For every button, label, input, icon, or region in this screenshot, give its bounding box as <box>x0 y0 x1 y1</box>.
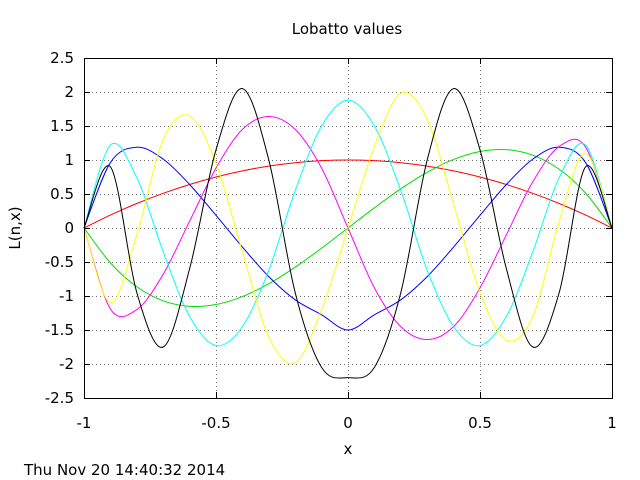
tick-labels: -1 -0.5 0 0.5 1 -2.5 -2 -1.5 -1 -0.5 0 0.5 1 1.5 2 2.5 <box>45 49 617 432</box>
y-tick-label: 2.5 <box>50 49 74 67</box>
series-line-3 <box>83 146 613 331</box>
series-line-5 <box>83 99 613 347</box>
series-line-6 <box>83 91 613 365</box>
y-tick-label: -1.5 <box>45 321 74 339</box>
y-tick-label: 1.5 <box>50 117 74 135</box>
x-axis-label: x <box>344 440 353 458</box>
y-tick-label: 0.5 <box>50 185 74 203</box>
y-tick-label: -1 <box>59 287 74 305</box>
y-tick-label: 1 <box>64 151 74 169</box>
x-tick-label: 0 <box>343 414 353 432</box>
y-tick-label: -0.5 <box>45 253 74 271</box>
plot-frame <box>84 58 613 399</box>
y-axis-label: L(n,x) <box>6 206 24 249</box>
y-tick-label: -2 <box>59 355 74 373</box>
series-line-1 <box>83 159 613 229</box>
x-tick-label: -0.5 <box>201 414 230 432</box>
timestamp-label: Thu Nov 20 14:40:32 2014 <box>23 461 225 479</box>
series-group <box>83 88 613 379</box>
y-tick-label: 0 <box>64 219 74 237</box>
y-tick-label: -2.5 <box>45 389 74 407</box>
x-tick-label: -1 <box>77 414 92 432</box>
x-tick-label: 0.5 <box>468 414 492 432</box>
chart-title: Lobatto values <box>292 20 403 38</box>
series-line-7 <box>83 88 613 379</box>
x-tick-label: 1 <box>607 414 617 432</box>
y-tick-label: 2 <box>64 83 74 101</box>
